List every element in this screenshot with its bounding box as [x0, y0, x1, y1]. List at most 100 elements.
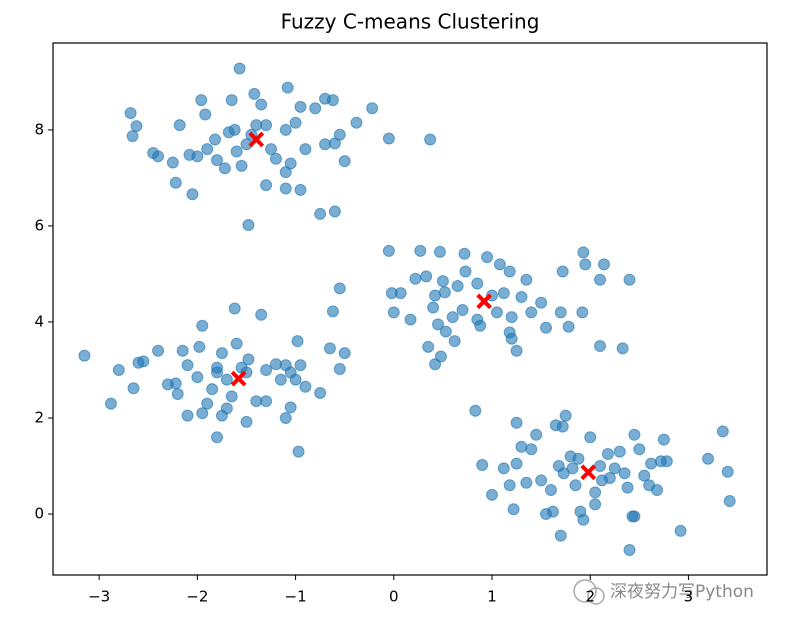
y-tick-label: 4: [34, 312, 44, 330]
point: [124, 107, 137, 120]
point: [201, 397, 214, 410]
point: [274, 373, 287, 386]
point: [613, 445, 626, 458]
point: [439, 325, 452, 338]
point: [469, 404, 482, 417]
point: [314, 387, 327, 400]
point: [181, 359, 194, 372]
point: [510, 457, 523, 470]
point: [382, 132, 395, 145]
point: [577, 246, 590, 259]
watermark-icon: [573, 579, 597, 603]
point: [289, 373, 302, 386]
axes-frame: [52, 42, 768, 576]
y-tick-label: 2: [34, 408, 44, 426]
point: [152, 150, 165, 163]
point: [233, 62, 246, 75]
point: [169, 176, 182, 189]
point: [209, 133, 222, 146]
point: [211, 366, 224, 379]
point: [196, 319, 209, 332]
point: [292, 445, 305, 458]
point: [520, 273, 533, 286]
point: [299, 380, 312, 393]
point: [181, 409, 194, 422]
point: [645, 457, 658, 470]
point: [269, 358, 282, 371]
point: [104, 397, 117, 410]
plot-area: [78, 62, 736, 557]
point: [333, 363, 346, 376]
point: [319, 138, 332, 151]
point: [633, 443, 646, 456]
center-marker: [230, 370, 247, 387]
point: [215, 347, 228, 360]
point: [211, 154, 224, 167]
point: [260, 119, 273, 132]
point: [638, 469, 651, 482]
point: [414, 244, 427, 257]
point: [248, 87, 261, 100]
point: [279, 182, 292, 195]
x-tick-label: 2: [585, 588, 595, 606]
point: [530, 428, 543, 441]
point: [554, 306, 567, 319]
point: [269, 152, 282, 165]
point: [597, 258, 610, 271]
y-tick-label: 0: [34, 505, 44, 523]
point: [577, 513, 590, 526]
point: [112, 363, 125, 376]
point: [448, 335, 461, 348]
point: [618, 467, 631, 480]
point: [626, 510, 639, 523]
point: [130, 120, 143, 133]
point: [474, 319, 487, 332]
point: [328, 205, 341, 218]
point: [242, 353, 255, 366]
point: [78, 349, 91, 362]
point: [623, 273, 636, 286]
point: [556, 420, 569, 433]
point: [382, 244, 395, 257]
point: [201, 143, 214, 156]
point: [366, 102, 379, 115]
point: [535, 474, 548, 487]
point: [230, 337, 243, 350]
point: [497, 287, 510, 300]
point: [220, 373, 233, 386]
point: [594, 339, 607, 352]
point: [196, 407, 209, 420]
point: [505, 332, 518, 345]
point: [294, 183, 307, 196]
point: [721, 465, 734, 478]
point: [211, 431, 224, 444]
center-marker: [248, 131, 265, 148]
x-tick-label: 1: [487, 588, 497, 606]
point: [228, 123, 241, 136]
point: [493, 258, 506, 271]
point: [350, 116, 363, 129]
point: [323, 342, 336, 355]
point: [228, 302, 241, 315]
point: [289, 116, 302, 129]
point: [279, 166, 292, 179]
point: [225, 390, 238, 403]
point: [535, 296, 548, 309]
point: [594, 273, 607, 286]
point: [525, 306, 538, 319]
watermark-text: 深夜努力写Python: [610, 582, 754, 602]
x-tick-label: −2: [186, 588, 208, 606]
point: [191, 150, 204, 163]
point: [255, 308, 268, 321]
point: [490, 306, 503, 319]
point: [540, 321, 553, 334]
point: [594, 460, 607, 473]
point: [446, 311, 459, 324]
point: [579, 258, 592, 271]
point: [657, 433, 670, 446]
point: [674, 524, 687, 537]
point: [126, 130, 139, 143]
point: [230, 145, 243, 158]
point: [173, 119, 186, 132]
point: [456, 303, 469, 316]
